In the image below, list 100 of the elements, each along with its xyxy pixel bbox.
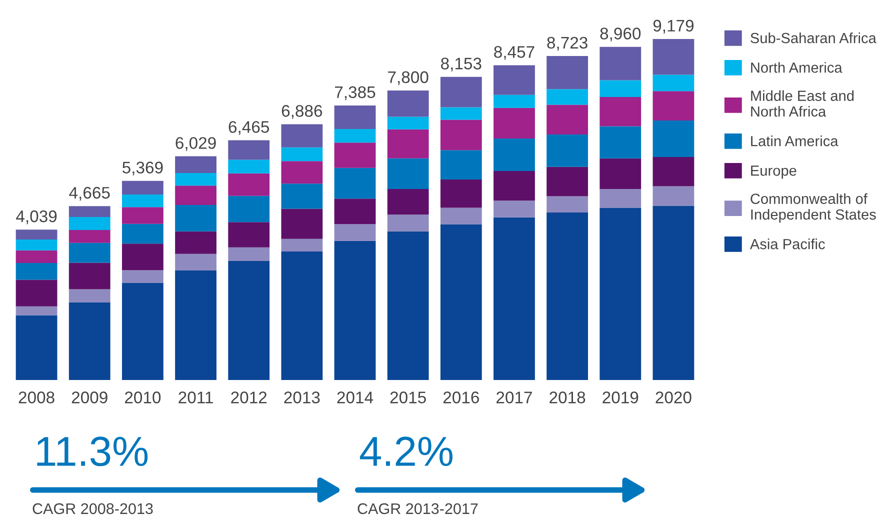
- bar: [228, 260, 270, 380]
- bar: [652, 74, 694, 92]
- bar: [175, 205, 216, 232]
- bar: [600, 189, 642, 208]
- annotation: 6,029: [176, 137, 216, 151]
- x-tick-label: 2020: [656, 392, 692, 404]
- bar: [175, 186, 216, 206]
- bar: [600, 158, 642, 190]
- bar: [494, 65, 535, 95]
- bar: [281, 147, 323, 162]
- bar: [16, 263, 58, 280]
- x-tick-label: 2014: [337, 392, 374, 404]
- bar: [494, 138, 535, 171]
- bar: [68, 216, 110, 230]
- bar: [546, 89, 588, 105]
- text: 11.3%: [37, 436, 148, 466]
- bar: [387, 129, 429, 158]
- annotation: 6,465: [228, 121, 270, 135]
- bar: [652, 156, 694, 186]
- legend-label: Latin America: [751, 136, 838, 146]
- bar: [16, 280, 58, 306]
- bar: [440, 107, 482, 120]
- legend-label: Europe: [751, 166, 796, 179]
- bar: [175, 231, 216, 254]
- bar: [334, 168, 376, 199]
- annotation: 8,960: [600, 28, 641, 42]
- bar: [440, 76, 482, 108]
- bar: [175, 270, 216, 380]
- bar: [334, 105, 376, 130]
- x-tick-label: 2012: [231, 392, 267, 404]
- bar: [68, 230, 110, 243]
- annotation: 7,385: [335, 86, 376, 100]
- bar: [228, 222, 270, 248]
- bar: [334, 129, 376, 143]
- text: 4.2%: [360, 436, 452, 466]
- bar: [16, 240, 58, 250]
- bar: [652, 38, 694, 75]
- bar: [387, 231, 429, 380]
- annotation: 8,723: [547, 36, 588, 51]
- x-tick-label: 2016: [443, 392, 479, 404]
- x-tick-label: 2008: [18, 392, 54, 404]
- bar: [16, 315, 58, 380]
- bar: [122, 180, 164, 194]
- legend-label: Asia Pacific: [750, 238, 825, 250]
- x-tick-label: 2018: [550, 392, 586, 404]
- bar: [68, 206, 110, 217]
- bar: [281, 184, 323, 209]
- bar: [387, 214, 429, 232]
- bar: [546, 134, 588, 167]
- bar: [652, 186, 694, 206]
- bar: [387, 116, 429, 130]
- bar: [68, 302, 110, 380]
- x-tick-label: 2011: [178, 392, 213, 404]
- bar: [122, 282, 164, 380]
- bar: [175, 173, 216, 186]
- bar: [652, 120, 694, 157]
- bar: [440, 208, 482, 224]
- bar: [122, 224, 164, 244]
- bar: [494, 108, 535, 139]
- x-tick-label: 2017: [496, 392, 532, 404]
- bar: [334, 224, 376, 241]
- bar: [175, 156, 216, 174]
- bar: [281, 208, 323, 239]
- bar: [16, 250, 58, 264]
- annotation: 4,665: [69, 186, 110, 201]
- bar: [546, 104, 588, 134]
- bar: [546, 56, 588, 90]
- bar: [546, 196, 588, 213]
- bar: [334, 142, 376, 168]
- bar: [16, 306, 58, 316]
- bar: [387, 90, 429, 117]
- legend-label: Middle East and North Africa: [751, 90, 854, 117]
- bar: [334, 198, 376, 224]
- bar: [600, 80, 642, 97]
- bar: [68, 289, 110, 302]
- x-tick-label: 2013: [284, 392, 320, 404]
- bar: [122, 194, 164, 208]
- legend-label: Sub-Saharan Africa: [750, 32, 876, 44]
- legend-label: North America: [751, 62, 842, 73]
- annotation: 7,800: [388, 71, 428, 86]
- bar: [68, 242, 110, 263]
- bar: [546, 212, 588, 380]
- x-tick-label: 2010: [124, 392, 161, 404]
- bar: [494, 200, 535, 218]
- bar: [122, 270, 164, 283]
- x-tick-label: 2015: [390, 392, 426, 404]
- bar: [440, 224, 482, 380]
- bar: [228, 173, 270, 196]
- bar: [652, 91, 694, 120]
- bar: [600, 96, 642, 126]
- bar: [281, 251, 323, 380]
- x-tick-label: 2019: [602, 392, 638, 404]
- bar: [440, 120, 482, 150]
- bar: [440, 150, 482, 180]
- bar: [228, 140, 270, 160]
- annotation: 9,179: [653, 20, 694, 34]
- text: CAGR 2008-2013: [32, 503, 153, 514]
- bar: [494, 94, 535, 108]
- bar: [387, 158, 429, 190]
- annotation: 5,369: [122, 162, 163, 176]
